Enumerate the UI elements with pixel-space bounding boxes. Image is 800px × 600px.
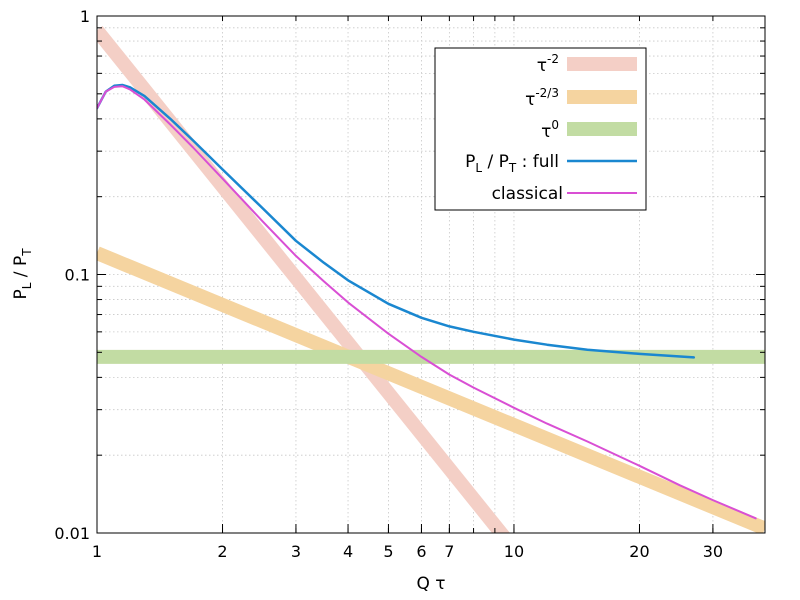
x-tick-label: 10 (504, 542, 524, 561)
reference-bands (97, 26, 765, 533)
series-tau_m23 (97, 246, 765, 533)
legend-label-full: PL / PT : full (465, 152, 559, 175)
x-tick-label: 20 (629, 542, 649, 561)
x-tick-label: 6 (416, 542, 426, 561)
x-tick-label: 30 (703, 542, 723, 561)
legend-label-tau-0: τ0 (541, 118, 559, 142)
x-tick-label: 7 (444, 542, 454, 561)
y-tick-label: 1 (80, 7, 90, 26)
x-tick-label: 2 (217, 542, 227, 561)
series-full (97, 83, 696, 359)
y-tick-label: 0.01 (54, 524, 90, 543)
legend-label-tau-m23: τ-2/3 (525, 86, 559, 110)
x-tick-label: 1 (92, 542, 102, 561)
y-axis-label: PL / PT (11, 248, 34, 300)
x-tick-label: 5 (383, 542, 393, 561)
data-lines (97, 83, 757, 520)
y-tick-label: 0.1 (65, 266, 90, 285)
x-tick-label: 3 (291, 542, 301, 561)
legend: τ-2 τ-2/3 τ0 PL / PT : full classical (434, 47, 647, 211)
x-axis-label: Q τ (416, 574, 445, 594)
legend-label-classical: classical (492, 184, 563, 204)
axis-ticks: 1 2 3 4 5 6 7 10 20 30 0.01 0.1 1 (54, 7, 766, 561)
x-tick-label: 4 (343, 542, 353, 561)
series-classical (97, 85, 757, 520)
legend-label-tau-m2: τ-2 (537, 52, 559, 76)
